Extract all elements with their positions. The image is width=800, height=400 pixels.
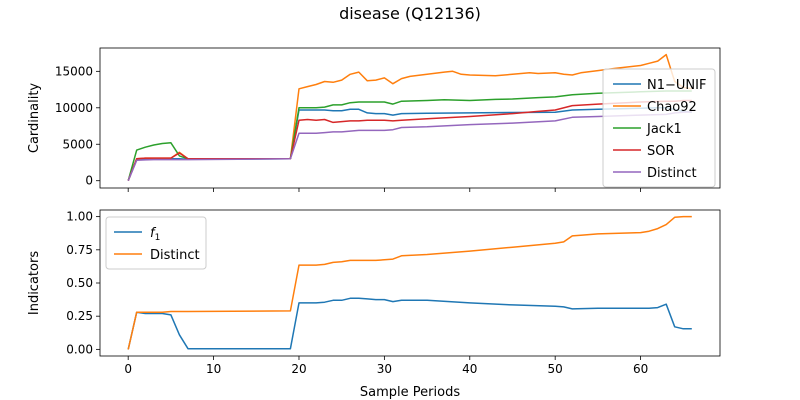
y-axis-label: Indicators [27, 251, 42, 315]
y-tick-label: 0.50 [66, 276, 93, 290]
legend-label: Chao92 [647, 100, 697, 115]
x-axis-label: Sample Periods [360, 385, 460, 400]
x-tick-label: 60 [633, 362, 648, 376]
y-tick-label: 0.75 [66, 243, 93, 257]
axes-frame [99, 47, 721, 189]
legend-box [602, 68, 716, 188]
x-tick-label: 10 [206, 362, 221, 376]
legend-box [105, 216, 207, 270]
legend-label: Distinct [647, 166, 697, 181]
series-lines [127, 215, 692, 350]
x-tick-label: 30 [377, 362, 392, 376]
series-line-sor [127, 99, 692, 181]
y-tick-label: 15000 [55, 64, 93, 78]
legend: N1−UNIF Chao92 Jack1 SOR Distinct [602, 68, 716, 188]
indicators-chart: 0 10 20 30 40 50 60 0.00 0.25 0.50 0.75 1.00 Indicat… [27, 209, 721, 376]
y-tick-label: 1.00 [66, 210, 93, 224]
y-tick-label: 5000 [62, 137, 93, 151]
y-tick-label: 0 [85, 174, 93, 188]
y-tick-label: 0.00 [66, 342, 93, 356]
series-line-distinct [127, 111, 692, 181]
x-tick-label: 20 [291, 362, 306, 376]
legend-label: Jack1 [646, 122, 682, 137]
series-line-distinct [127, 215, 692, 350]
x-tick-label: 0 [124, 362, 132, 376]
y-axis-label: Cardinality [27, 83, 42, 154]
cardinality-chart: 0 5000 10000 15000 Cardinality N1−UNIF Chao92 J… [27, 47, 721, 192]
figure-title: disease (Q12136) [339, 4, 481, 23]
legend-label: f1 [150, 226, 160, 243]
legend-label: SOR [647, 144, 675, 159]
y-tick-label: 0.25 [66, 309, 93, 323]
x-tick-label: 40 [462, 362, 477, 376]
series-line-f [127, 297, 692, 350]
y-tick-label: 10000 [55, 101, 93, 115]
x-tick-label: 50 [548, 362, 563, 376]
legend: f1 Distinct [105, 216, 207, 270]
legend-label: N1−UNIF [647, 78, 706, 93]
legend-label: Distinct [150, 248, 200, 263]
